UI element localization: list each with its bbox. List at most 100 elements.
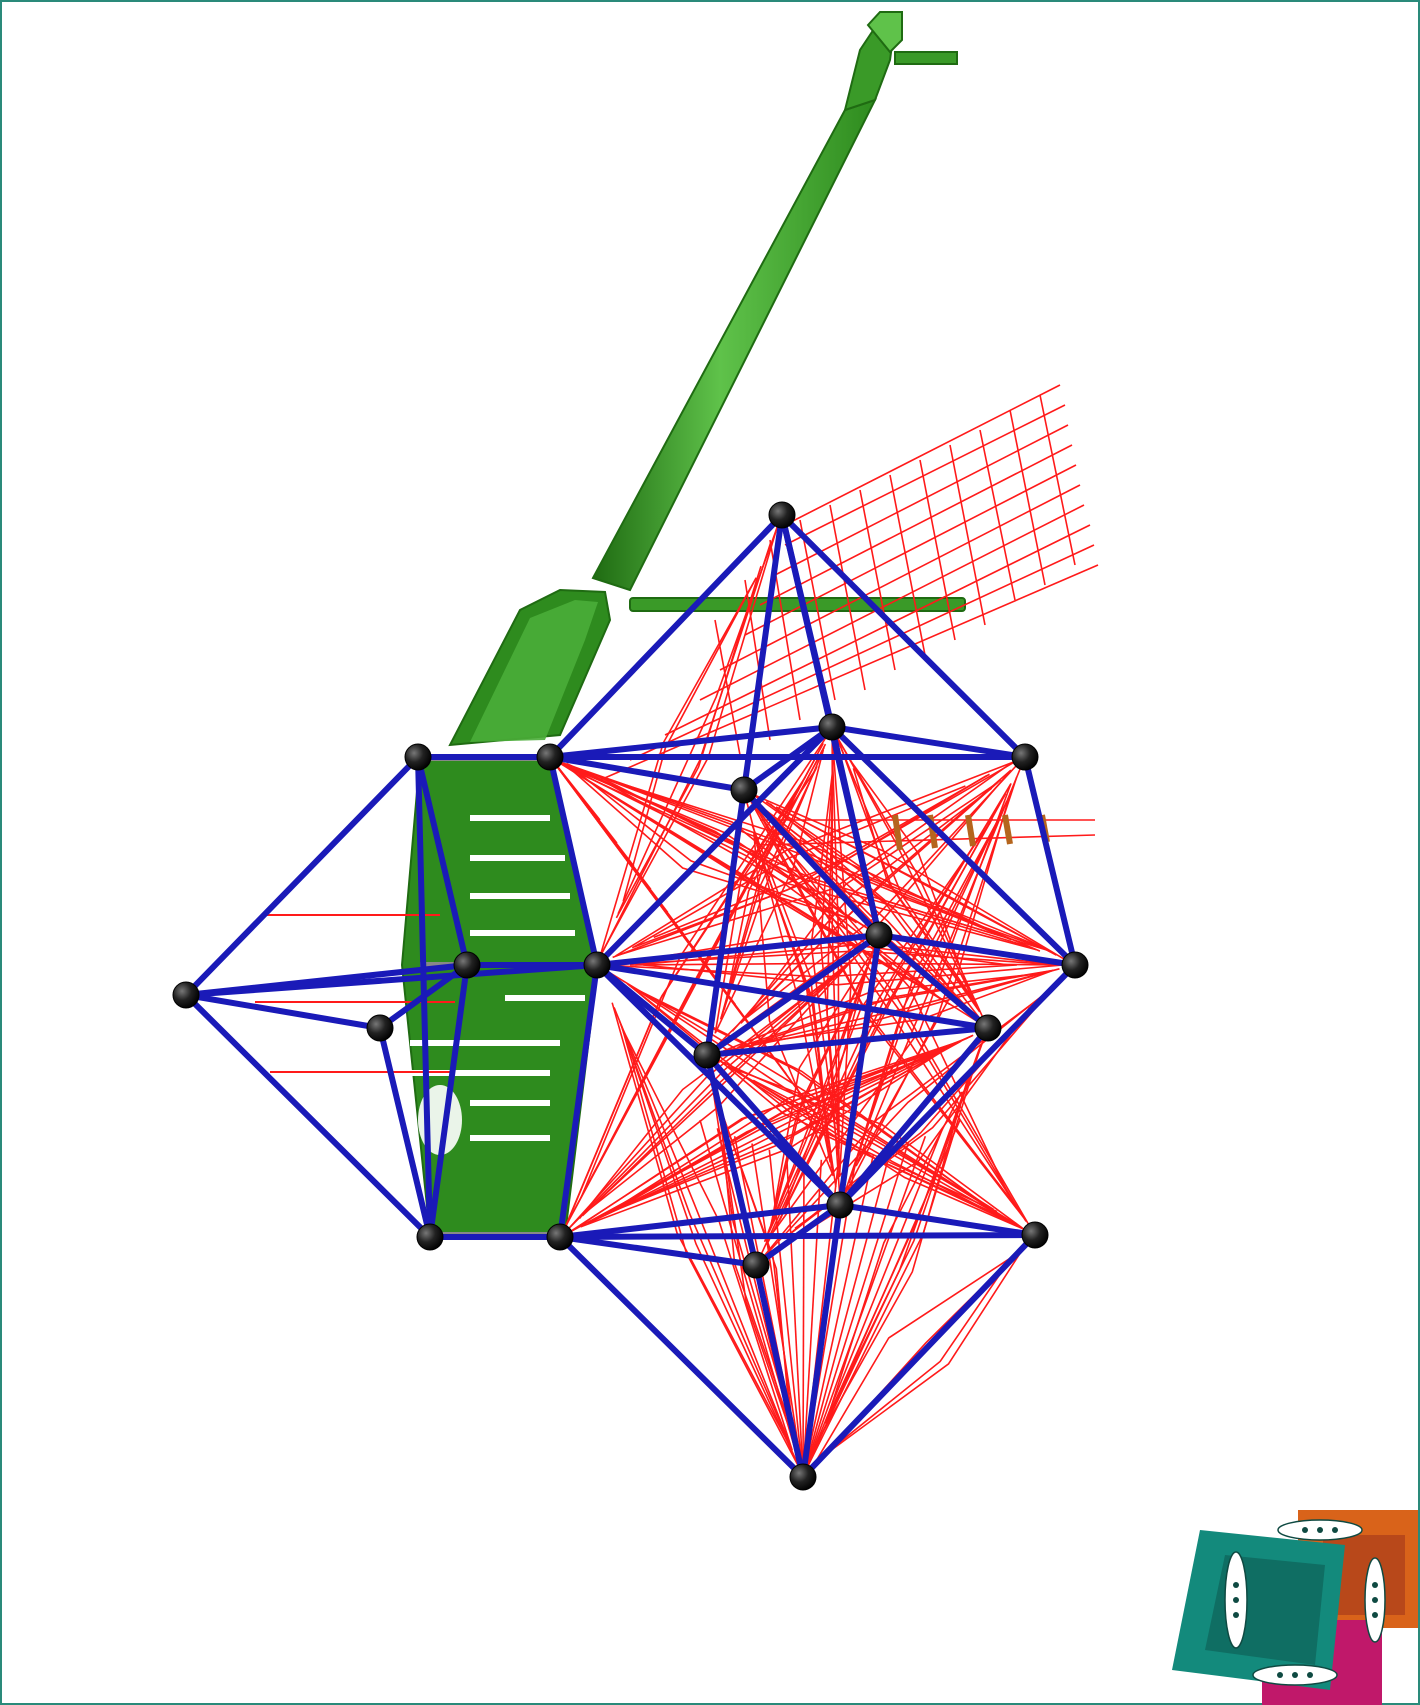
net-rope bbox=[600, 542, 772, 955]
frame-rods bbox=[183, 512, 1078, 1480]
net-rope bbox=[811, 1253, 1018, 1468]
net-rope bbox=[604, 1040, 963, 1216]
net-rope bbox=[613, 1007, 790, 1442]
net-rope bbox=[817, 1073, 970, 1440]
frame-rod bbox=[183, 992, 433, 1240]
frame-rod bbox=[377, 1025, 433, 1240]
frame-rod bbox=[741, 512, 785, 793]
frame-rod bbox=[547, 512, 785, 760]
net-rope bbox=[822, 1244, 1027, 1458]
net-rope bbox=[753, 805, 1027, 1222]
net-rope bbox=[643, 964, 1064, 986]
frame-rod bbox=[837, 962, 1078, 1208]
net-rope bbox=[620, 1026, 799, 1464]
frame-rod bbox=[829, 724, 1028, 760]
frame-rod bbox=[415, 754, 470, 968]
frame-rod bbox=[741, 787, 882, 938]
net-rope bbox=[576, 770, 848, 919]
frame-rod bbox=[753, 1262, 806, 1480]
frame-rod bbox=[800, 1202, 843, 1480]
net-rope bbox=[802, 1128, 944, 1478]
net-rope bbox=[626, 982, 1017, 1225]
frame-rod bbox=[779, 512, 1028, 760]
tube-slide bbox=[448, 11, 966, 747]
net-rope bbox=[618, 1020, 793, 1449]
net-rope bbox=[732, 1068, 1022, 1229]
cargo-net-grid bbox=[599, 384, 1099, 781]
frame-rod bbox=[837, 932, 882, 1208]
frame-rod bbox=[547, 754, 600, 968]
net-rope bbox=[752, 1079, 1027, 1232]
net-rope bbox=[802, 1159, 823, 1478]
frame-node bbox=[789, 1463, 817, 1491]
frame-node bbox=[826, 1191, 854, 1219]
net-rope bbox=[824, 1046, 982, 1424]
net-rope bbox=[714, 749, 825, 1034]
net-rope bbox=[617, 523, 779, 915]
frame-rod bbox=[594, 962, 991, 1031]
net-rope bbox=[769, 803, 1047, 951]
net-rope bbox=[770, 969, 867, 1226]
frame-rod bbox=[557, 1234, 759, 1268]
net-rope bbox=[557, 760, 853, 921]
net-rope bbox=[763, 958, 872, 1243]
net-rope bbox=[833, 731, 975, 1001]
frame-rod bbox=[704, 1052, 759, 1268]
net-rope bbox=[716, 1098, 795, 1436]
net-rope bbox=[838, 741, 986, 1023]
frame-rod bbox=[753, 1202, 843, 1268]
net-rope bbox=[719, 750, 824, 1020]
net-rope bbox=[615, 565, 762, 919]
net-rope bbox=[761, 807, 969, 1009]
frame-rod bbox=[547, 724, 835, 760]
net-rope bbox=[802, 1158, 805, 1478]
net-rope bbox=[743, 782, 998, 1021]
net-rope bbox=[767, 942, 877, 1233]
frame-node bbox=[865, 921, 893, 949]
net-rope bbox=[842, 776, 1018, 1198]
frame-rod bbox=[594, 962, 843, 1208]
frame-node bbox=[453, 951, 481, 979]
net-rope bbox=[750, 968, 1060, 1046]
net-rope bbox=[728, 1066, 1032, 1234]
frame-rod bbox=[594, 932, 882, 968]
net-rope bbox=[765, 801, 1045, 950]
frame-node bbox=[1011, 743, 1039, 771]
frame-node bbox=[768, 501, 796, 529]
net-rope bbox=[611, 1002, 794, 1451]
net-rope bbox=[836, 736, 981, 1013]
net-rope bbox=[747, 796, 1025, 1218]
rocket-logo-icon bbox=[1172, 1510, 1418, 1705]
net-rope bbox=[636, 989, 979, 1201]
net-rope bbox=[562, 763, 872, 932]
net-rope bbox=[588, 771, 1041, 952]
frame-rod bbox=[704, 787, 747, 1058]
frame-rod bbox=[876, 932, 1078, 968]
frame-rod bbox=[800, 1232, 1038, 1480]
frame-rod bbox=[547, 754, 747, 793]
net-rope bbox=[775, 806, 1051, 953]
frame-nodes bbox=[172, 501, 1089, 1491]
net-rope bbox=[768, 1149, 804, 1478]
frame-rod bbox=[557, 1202, 843, 1240]
net-rope bbox=[614, 1040, 961, 1212]
frame-rod bbox=[837, 1202, 1038, 1238]
net-rope bbox=[731, 787, 993, 1032]
net-rope bbox=[848, 808, 1005, 1184]
net-rope bbox=[802, 1143, 909, 1478]
frame-node bbox=[974, 1014, 1002, 1042]
frame-rod bbox=[377, 962, 470, 1031]
frame-rod bbox=[594, 724, 835, 968]
net-rope bbox=[549, 756, 821, 1121]
frame-node bbox=[693, 1041, 721, 1069]
frame-node bbox=[416, 1223, 444, 1251]
frame-node bbox=[818, 713, 846, 741]
frame-node bbox=[172, 981, 200, 1009]
net-rope bbox=[721, 765, 818, 1017]
frame-node bbox=[583, 951, 611, 979]
net-rope bbox=[751, 1143, 804, 1478]
frame-rod bbox=[557, 962, 600, 1240]
frame-node bbox=[366, 1014, 394, 1042]
frame-node bbox=[536, 743, 564, 771]
